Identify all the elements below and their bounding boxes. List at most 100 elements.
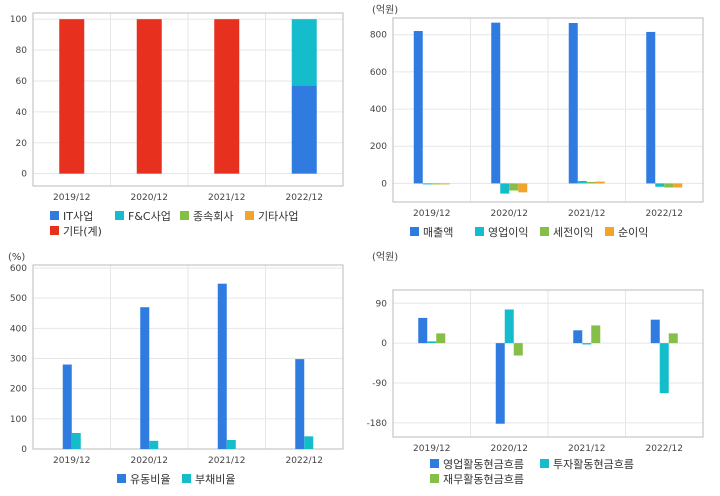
bar-영업활동현금흐름-2021/12 [573,330,583,344]
legend-swatch [180,211,189,220]
bar-투자활동현금흐름-2022/12 [659,343,669,394]
x-tick-label: 2020/12 [491,209,528,219]
legend-label: IT사업 [63,210,93,223]
x-tick-label: 2019/12 [53,193,90,203]
legend-swatch [117,474,126,483]
bar-기타(계)-2019/12 [59,19,85,174]
bar-부채비율-2019/12 [71,433,81,449]
x-tick-label: 2022/12 [286,193,323,203]
y-tick-label: 600 [370,68,387,78]
bar-재무활동현금흐름-2019/12 [436,333,446,344]
legend-label: 종속회사 [193,210,233,223]
x-tick-label: 2021/12 [208,193,245,203]
y-tick-label: 600 [10,264,27,274]
x-tick-label: 2021/12 [568,209,605,219]
legend-label: 세전이익 [553,226,593,239]
y-tick-label: 400 [10,324,27,334]
y-tick-label: 0 [381,339,387,349]
bar-영업활동현금흐름-2020/12 [495,343,505,424]
bar-매출액-2021/12 [568,23,578,184]
bar-영업활동현금흐름-2019/12 [418,317,428,344]
legend-swatch [430,459,439,468]
x-tick-label: 2019/12 [53,456,90,466]
unit-label: (%) [8,252,25,263]
bar-F&C사업-2022/12 [291,19,317,86]
y-tick-label: 100 [10,415,27,425]
y-tick-label: 80 [16,46,28,56]
bar-유동비율-2021/12 [217,283,227,449]
y-tick-label: 400 [370,105,387,115]
bar-세전이익-2022/12 [664,183,674,188]
y-tick-label: 0 [21,170,27,180]
legend-swatch [410,227,419,236]
bar-투자활동현금흐름-2019/12 [427,341,437,344]
legend-swatch [605,227,614,236]
legend-swatch [245,211,254,220]
bar-순이익-2019/12 [440,183,450,185]
bar-투자활동현금흐름-2021/12 [582,343,592,345]
bar-부채비율-2020/12 [149,440,159,449]
x-tick-label: 2021/12 [208,456,245,466]
plot-frame [32,12,344,187]
bar-기타(계)-2020/12 [136,19,162,174]
legend-swatch [50,226,59,235]
bar-영업이익-2021/12 [577,180,587,184]
y-tick-label: 300 [10,355,27,365]
bar-영업활동현금흐름-2022/12 [650,319,660,344]
y-tick-label: -180 [367,419,388,429]
legend-label: 투자활동현금흐름 [553,457,634,471]
y-tick-label: 0 [381,179,387,189]
bar-세전이익-2021/12 [586,181,596,184]
legend-label: 부채비율 [195,473,235,486]
chart-2: 0 200 400 600 800 (억원) 2019/12 2020/12 2021/12 20… [370,4,704,239]
unit-label: (억원) [372,251,398,263]
legend-swatch [182,474,191,483]
bar-IT사업-2022/12 [291,85,317,174]
legend-swatch [540,459,549,468]
bar-재무활동현금흐름-2020/12 [513,343,523,356]
bar-영업이익-2019/12 [422,183,432,185]
chart-3: 0 100 200 300 400 500 600(%) 2019/12 2020/12 2021… [8,252,344,486]
bar-순이익-2022/12 [673,183,683,188]
legend-label: 재무활동현금흐름 [443,472,524,486]
y-tick-label: 500 [10,294,27,304]
y-tick-label: 0 [21,445,27,455]
bar-세전이익-2020/12 [509,183,519,191]
y-tick-label: 200 [10,385,27,395]
bar-영업이익-2022/12 [655,183,665,187]
x-tick-label: 2019/12 [413,444,450,454]
x-tick-label: 2019/12 [413,209,450,219]
legend-label: 유동비율 [130,473,170,486]
x-tick-label: 2022/12 [286,456,323,466]
chart-1: 0 20 40 60 80 100 2019/12 2020/12 2021/12 2022/12… [10,12,344,238]
legend-label: 영업이익 [488,226,528,239]
x-tick-label: 2020/12 [131,193,168,203]
x-tick-label: 2020/12 [491,444,528,454]
bar-부채비율-2022/12 [304,436,314,449]
plot-frame [392,289,704,438]
bar-기타(계)-2021/12 [214,19,240,174]
legend-swatch [475,227,484,236]
legend-swatch [50,211,59,220]
bar-투자활동현금흐름-2020/12 [504,309,514,344]
bar-재무활동현금흐름-2022/12 [668,333,678,344]
y-tick-label: 100 [10,15,27,25]
legend-swatch [115,211,124,220]
legend-label: F&C사업 [128,210,171,223]
x-tick-label: 2021/12 [568,444,605,454]
chart-4: -180 -90 0 90 (억원) 2019/12 2020/12 2021/12 2022/… [367,251,704,486]
bar-유동비율-2020/12 [140,307,150,449]
legend-swatch [540,227,549,236]
y-tick-label: 90 [376,299,388,309]
legend-label: 매출액 [423,226,453,239]
bar-영업이익-2020/12 [500,183,510,194]
y-tick-label: 20 [16,139,28,149]
bar-매출액-2020/12 [491,22,501,184]
bar-매출액-2019/12 [413,31,423,184]
bar-재무활동현금흐름-2021/12 [591,325,601,344]
legend-swatch [430,474,439,483]
x-tick-label: 2022/12 [646,444,683,454]
bar-유동비율-2022/12 [295,359,305,449]
y-tick-label: 800 [370,31,387,41]
